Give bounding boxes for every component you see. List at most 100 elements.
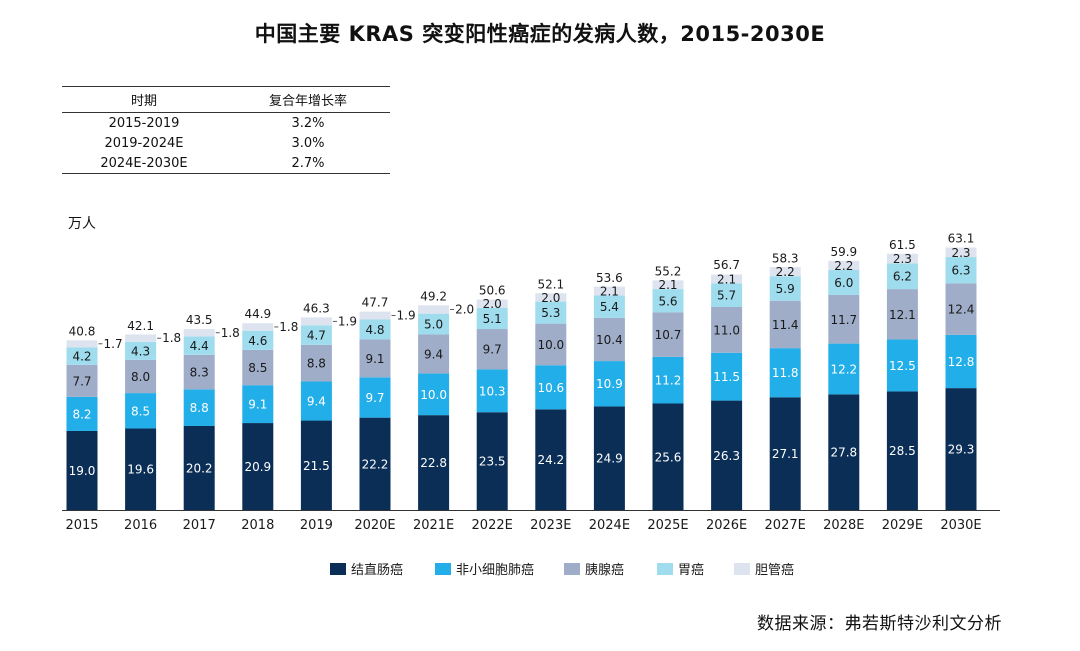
data-label: 19.6: [127, 463, 154, 477]
cagr-header-period: 时期: [62, 86, 226, 113]
total-label: 47.7: [362, 296, 389, 310]
total-label: 63.1: [948, 232, 975, 246]
data-label: 11.0: [713, 323, 740, 337]
total-label: 52.1: [537, 277, 564, 291]
data-label: 10.7: [655, 328, 682, 342]
bar-segment: [183, 354, 215, 390]
bar-segment: [886, 253, 918, 264]
bar-segment: [242, 385, 274, 424]
bar-segment: [828, 394, 860, 510]
data-label: 2.1: [658, 278, 677, 292]
data-label: 8.0: [131, 370, 150, 384]
bar-segment: [476, 307, 508, 330]
bar-segment: [66, 347, 98, 365]
cagr-period: 2019-2024E: [104, 136, 184, 151]
data-label: 2.1: [600, 284, 619, 298]
bar-segment: [828, 343, 860, 395]
data-label: 1.7: [104, 337, 123, 351]
data-label: 10.3: [479, 384, 506, 398]
bar-segment: [476, 412, 508, 510]
bar-segment: [66, 340, 98, 348]
total-label: 55.2: [655, 264, 682, 278]
data-label: 10.6: [537, 381, 564, 395]
x-tick-label: 2019: [300, 518, 333, 533]
bar-segment: [359, 311, 391, 320]
bar-segment: [535, 409, 567, 510]
legend-label: 结直肠癌: [351, 562, 403, 578]
bar-segment: [183, 425, 215, 510]
bar-segment: [300, 344, 332, 382]
data-label: 23.5: [479, 455, 506, 469]
x-tick-label: 2015: [65, 518, 98, 533]
total-label: 43.5: [186, 313, 213, 327]
data-label: 20.2: [186, 461, 213, 475]
bar-segment: [66, 396, 98, 431]
bar-segment: [769, 348, 801, 398]
data-label: 2.2: [834, 259, 853, 273]
total-label: 44.9: [244, 307, 271, 321]
bar-segment: [652, 280, 684, 290]
x-tick-label: 2022E: [472, 518, 513, 533]
bar-segment: [359, 319, 391, 340]
data-label: 29.3: [948, 443, 975, 457]
total-label: 40.8: [69, 324, 96, 338]
bar-segment: [183, 336, 215, 355]
data-label: 1.9: [397, 309, 416, 323]
data-label: 5.3: [541, 306, 560, 320]
data-label: 10.0: [537, 338, 564, 352]
cagr-period: 2024E-2030E: [62, 153, 226, 174]
bar-segment: [652, 356, 684, 404]
cagr-header-rate: 复合年增长率: [226, 86, 390, 113]
data-label: 12.4: [948, 303, 975, 317]
data-label: 12.1: [889, 308, 916, 322]
cagr-rate: 2.7%: [226, 153, 390, 174]
bar-segment: [66, 430, 98, 510]
data-label: 22.8: [420, 456, 447, 470]
bar-segment: [125, 341, 157, 360]
data-label: 5.0: [424, 318, 443, 332]
data-label: 5.6: [658, 294, 677, 308]
cagr-row: 2019-2024E 3.0%: [62, 133, 390, 153]
bar-segment: [300, 317, 332, 326]
bar-segment: [125, 393, 157, 429]
bar-segment: [535, 293, 567, 302]
data-label: 10.4: [596, 333, 623, 347]
cagr-rate: 3.2%: [291, 116, 325, 131]
bar-segment: [828, 269, 860, 295]
data-label: 8.8: [190, 401, 209, 415]
data-label: 2.2: [776, 265, 795, 279]
total-label: 56.7: [713, 258, 740, 272]
bar-segment: [476, 329, 508, 370]
data-label: 7.7: [72, 374, 91, 388]
bar-segment: [183, 389, 215, 426]
data-label: 28.5: [889, 444, 916, 458]
x-tick-label: 2027E: [765, 518, 806, 533]
data-label: 4.4: [190, 339, 209, 353]
bar-segment: [828, 294, 860, 344]
data-label: 27.8: [830, 446, 857, 460]
bar-segment: [711, 352, 743, 401]
bar-segment: [125, 334, 157, 342]
x-tick-label: 2023E: [530, 518, 571, 533]
total-label: 42.1: [127, 319, 154, 333]
bar-segment: [535, 365, 567, 410]
bar-segment: [886, 263, 918, 290]
legend-swatch: [657, 563, 673, 575]
bar-segment: [66, 364, 98, 397]
data-label: 11.8: [772, 366, 799, 380]
data-label: 8.2: [72, 407, 91, 421]
data-label: 5.9: [776, 282, 795, 296]
data-label: 9.1: [248, 398, 267, 412]
total-label: 50.6: [479, 284, 506, 298]
total-label: 59.9: [830, 245, 857, 259]
data-label: 1.8: [279, 320, 298, 334]
data-label: 12.2: [830, 362, 857, 376]
data-label: 8.5: [248, 361, 267, 375]
bar-segment: [535, 301, 567, 324]
data-label: 2.3: [893, 252, 912, 266]
data-label: 8.3: [190, 366, 209, 380]
total-label: 46.3: [303, 301, 330, 315]
bar-segment: [945, 283, 977, 335]
legend-swatch: [564, 563, 580, 575]
